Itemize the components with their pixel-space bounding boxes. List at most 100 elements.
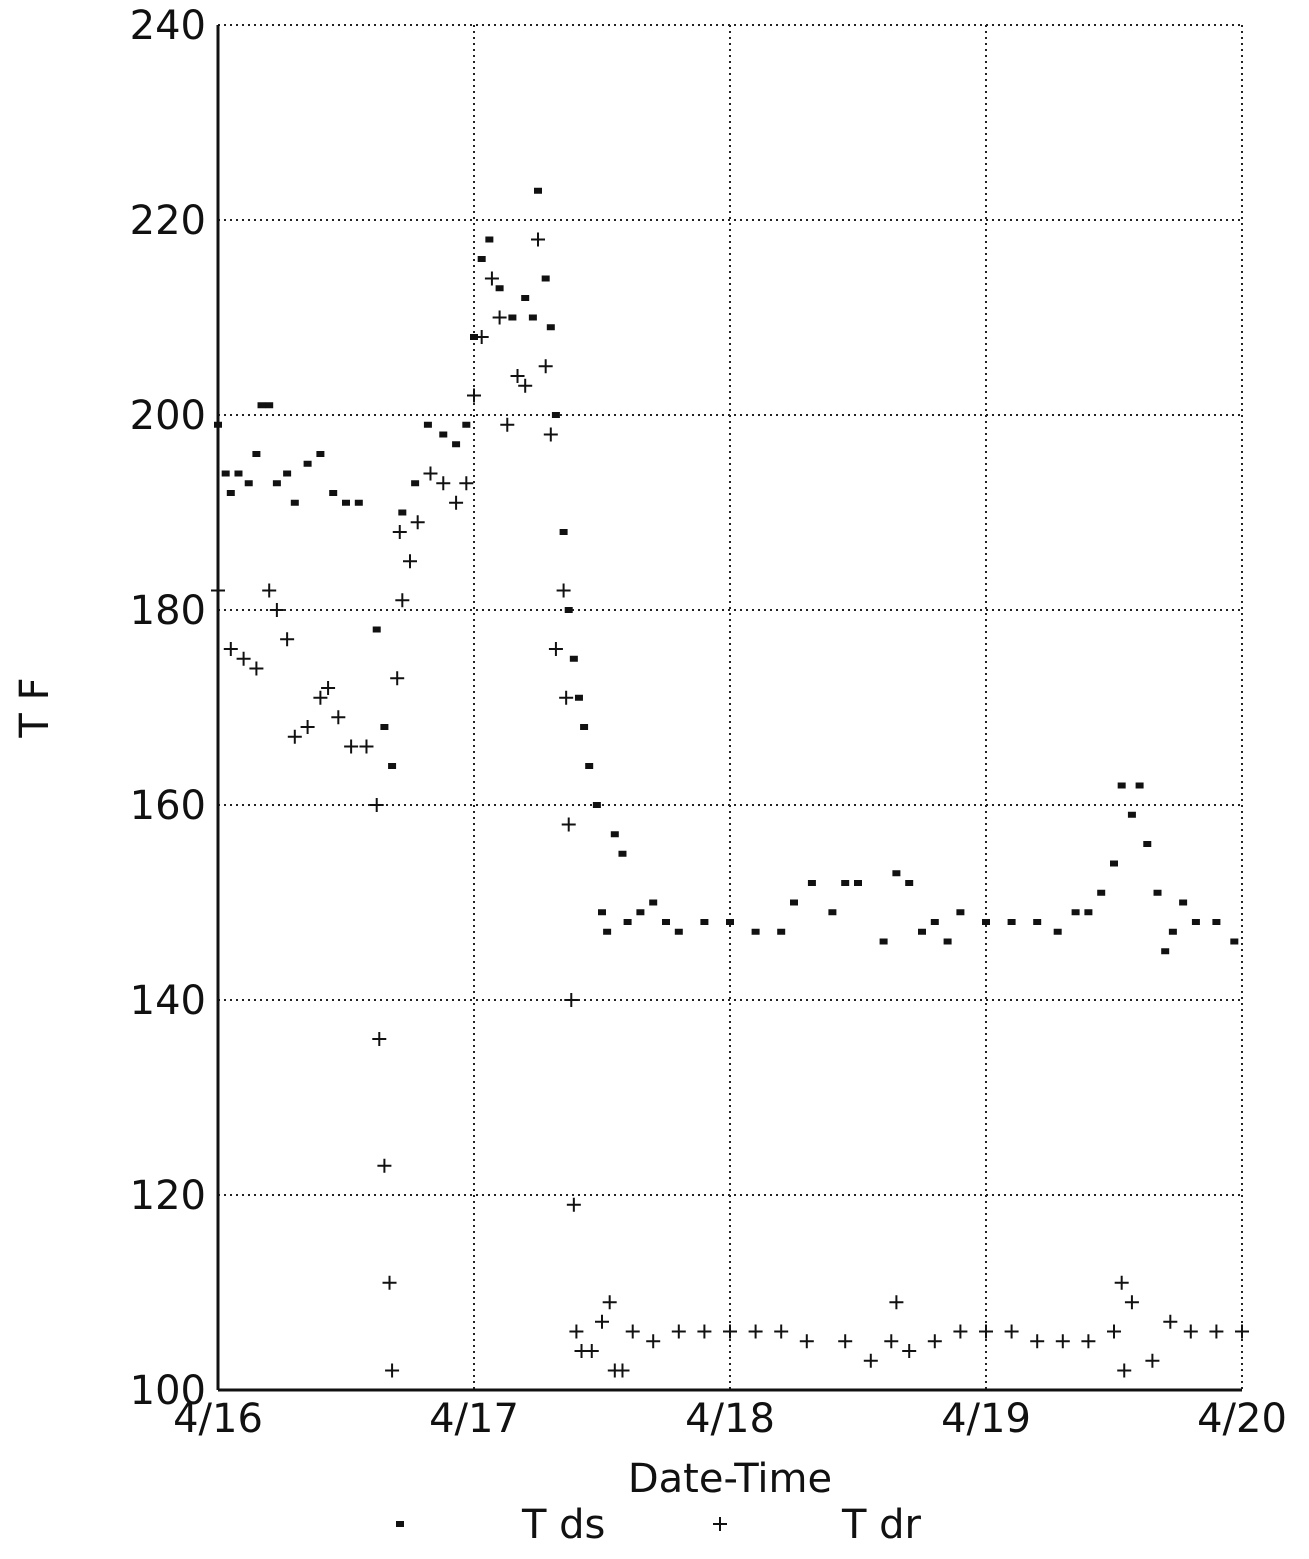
point [930,919,939,925]
point [625,1324,640,1339]
point [674,928,683,935]
point [569,655,578,662]
point [546,324,555,331]
point [449,495,464,510]
point [403,554,417,569]
point [956,909,965,916]
y-tick-label: 140 [130,978,206,1024]
point [518,378,533,393]
point [982,919,990,925]
point [556,583,571,598]
y-tick-label: 120 [130,1173,206,1219]
point [1117,1363,1132,1378]
point [1097,889,1106,896]
point [226,490,235,496]
point [313,690,328,705]
point [548,642,563,656]
y-tick-label: 240 [130,3,206,49]
point [1179,899,1188,906]
point [439,431,448,438]
point [342,499,350,506]
point [531,232,545,247]
point [1191,919,1200,925]
point [359,739,374,754]
point [331,710,346,725]
point [884,1334,899,1349]
point [234,470,243,477]
point [272,480,281,487]
point [303,460,312,467]
point [521,295,530,301]
point [854,880,862,886]
point [623,919,632,925]
point [262,583,277,598]
point [751,928,760,935]
point [774,1324,789,1339]
point [1163,1314,1178,1329]
point [1230,938,1239,945]
x-tick-label: 4/17 [429,1396,519,1442]
point [484,271,499,286]
point [566,1197,581,1212]
point [477,256,486,262]
point [1117,782,1126,789]
point [569,1324,584,1339]
point [1235,1324,1249,1339]
point [485,236,494,243]
point [398,509,407,516]
y-tick-label: 160 [130,783,206,829]
point [1127,811,1136,818]
point [1183,1324,1198,1339]
point [411,480,420,487]
point [662,919,670,925]
point [1033,919,1042,925]
x-axis-label: Date-Time [628,1456,832,1502]
point [1124,1295,1139,1310]
point [214,421,222,428]
point [300,720,315,734]
legend-label: T dr [841,1502,922,1548]
point [410,515,425,530]
legend-marker [713,1517,727,1531]
point [1161,948,1170,955]
point [392,525,407,539]
point [257,402,266,409]
point [382,1275,397,1290]
point [1007,919,1016,925]
point [1004,1324,1019,1339]
point [252,451,261,457]
point [236,651,251,666]
point [585,763,594,769]
point [902,1344,917,1358]
point [879,938,888,945]
point [452,441,461,448]
x-tick-label: 4/16 [173,1396,263,1442]
point [541,275,550,282]
point [697,1324,712,1339]
point [354,499,363,506]
point [470,334,478,340]
point [528,314,537,321]
point [369,798,384,812]
point [748,1324,763,1339]
point [380,724,389,730]
point [249,661,264,676]
point [1107,1324,1121,1339]
point [221,470,230,477]
point [388,763,397,769]
legend-marker [396,1521,404,1527]
point [211,583,225,598]
point [892,870,901,877]
x-tick-label: 4/18 [685,1396,775,1442]
point [344,739,359,754]
point [799,1334,814,1349]
point [551,412,560,418]
point [287,729,302,744]
point [1135,782,1144,789]
point [280,632,295,647]
point [598,909,606,916]
point [671,1324,686,1339]
x-tick-label: 4/20 [1197,1396,1287,1442]
point [603,928,612,935]
point [1145,1353,1160,1368]
